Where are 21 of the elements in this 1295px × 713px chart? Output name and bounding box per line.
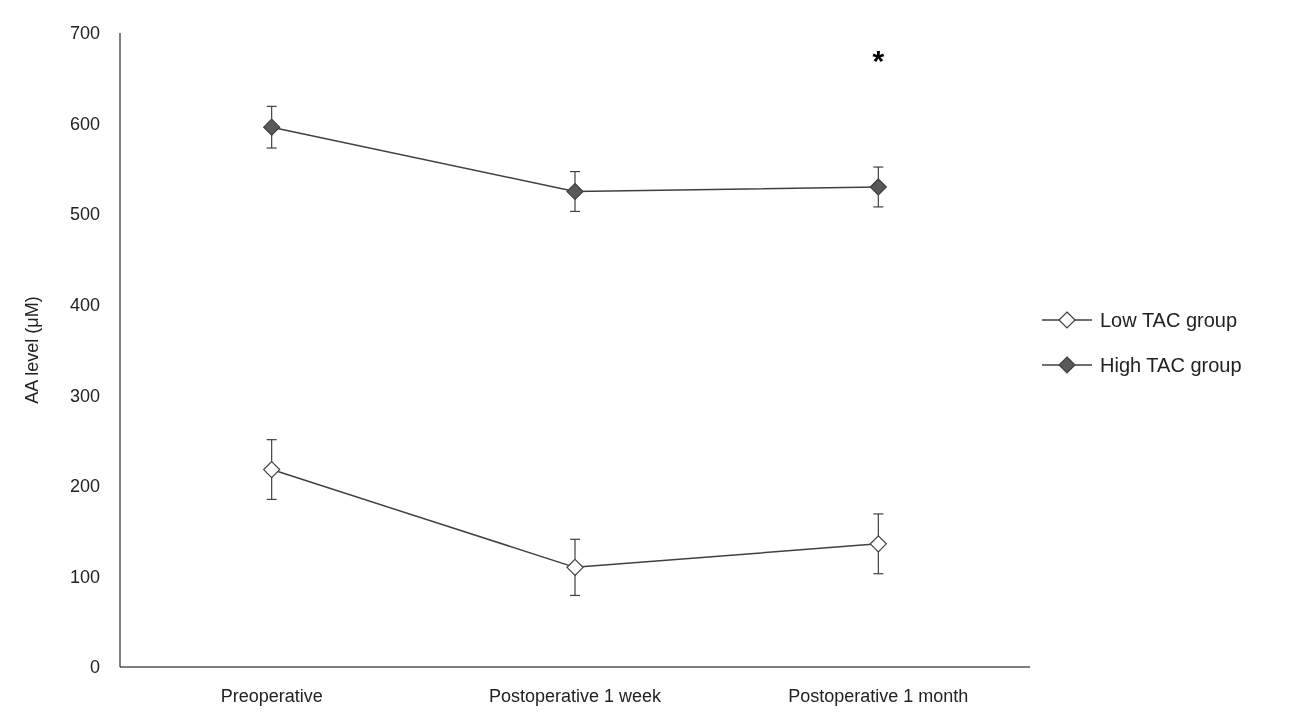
y-tick-label: 600 [69, 113, 100, 134]
y-tick-label: 400 [69, 295, 100, 316]
y-tick-label: 200 [69, 476, 100, 497]
point [566, 558, 584, 576]
y-tick-label: 700 [69, 23, 100, 44]
y-tick-label: 100 [69, 566, 100, 587]
legend-label: Low TAC group [1100, 309, 1238, 331]
x-tick-label: Preoperative [220, 686, 323, 706]
point [869, 178, 887, 196]
annotation: * [872, 44, 885, 77]
point [566, 182, 584, 201]
y-tick-label: 0 [89, 657, 100, 678]
y-tick-label: 500 [69, 204, 100, 225]
legend-label: High TAC group [1100, 354, 1242, 376]
y-tick-label: 300 [69, 385, 100, 406]
y-axis-title: AA level (μM) [22, 296, 42, 404]
x-tick-label: Postoperative 1 week [488, 686, 663, 706]
point [869, 535, 887, 553]
point [263, 118, 281, 136]
x-tick-label: Postoperative 1 month [788, 686, 969, 706]
point [263, 460, 281, 479]
